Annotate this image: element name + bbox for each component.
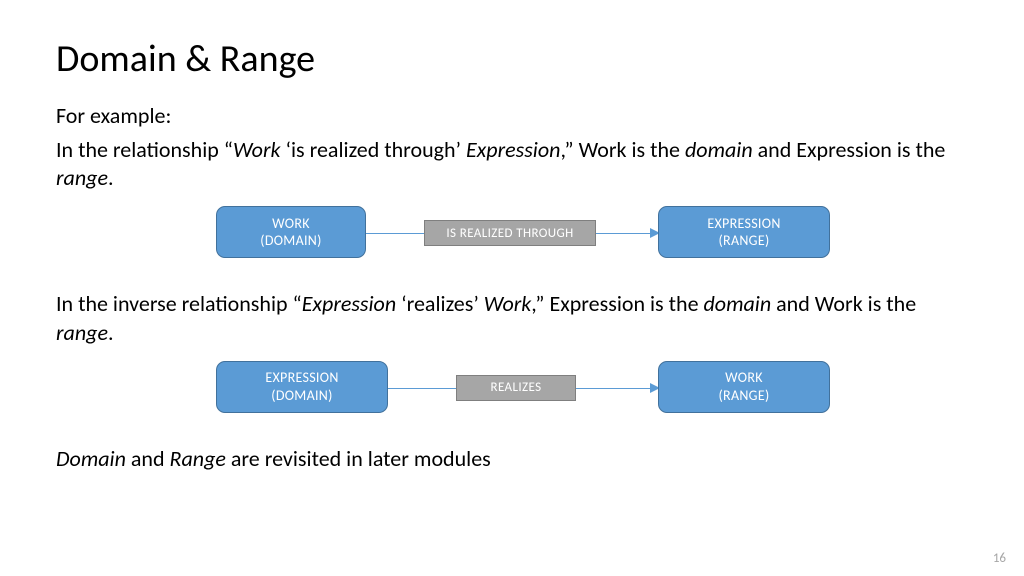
text-run: and Work is the	[771, 290, 916, 317]
paragraph-1: In the relationship “Work ‘is realized t…	[56, 136, 968, 192]
text-run: Expression	[466, 136, 560, 163]
range-node: WORK(RANGE)	[658, 361, 830, 413]
range-node: EXPRESSION(RANGE)	[658, 206, 830, 258]
arrow-line	[576, 388, 650, 389]
text-run: and	[126, 445, 170, 472]
text-run: range	[56, 164, 108, 191]
node-line1: EXPRESSION	[707, 215, 780, 233]
edge-label: REALIZES	[456, 375, 576, 401]
text-run: ‘is realized through’	[281, 136, 467, 163]
node-line1: WORK	[272, 215, 310, 233]
paragraph-2: In the inverse relationship “Expression …	[56, 290, 968, 346]
domain-node: EXPRESSION(DOMAIN)	[216, 361, 388, 413]
domain-node: WORK(DOMAIN)	[216, 206, 366, 258]
diagram-1: WORK(DOMAIN) EXPRESSION(RANGE) IS REALIZED…	[56, 206, 968, 272]
text-run: and Expression is the	[753, 136, 946, 163]
text-run: Expression	[302, 290, 396, 317]
text-run: range	[56, 319, 108, 346]
text-run: .	[108, 319, 114, 346]
slide: Domain & Range For example: In the relat…	[0, 0, 1024, 576]
node-line1: EXPRESSION	[265, 369, 338, 387]
node-line2: (DOMAIN)	[260, 232, 321, 250]
paragraph-3: Domain and Range are revisited in later …	[56, 445, 968, 473]
text-run: are revisited in later modules	[226, 445, 491, 472]
text-run: In the inverse relationship “	[56, 290, 302, 317]
text-run: domain	[703, 290, 771, 317]
arrow-line	[596, 233, 650, 234]
text-run: In the relationship “	[56, 136, 233, 163]
text-run: domain	[685, 136, 753, 163]
text-run: Range	[170, 445, 226, 472]
edge-label: IS REALIZED THROUGH	[424, 220, 596, 246]
node-line2: (RANGE)	[719, 387, 770, 405]
text-run: ‘realizes’	[396, 290, 484, 317]
arrow-line	[366, 233, 424, 234]
text-run: Work	[484, 290, 532, 317]
diagram-2: EXPRESSION(DOMAIN) WORK(RANGE) REALIZES	[56, 361, 968, 427]
intro-text: For example:	[56, 102, 968, 130]
page-number: 16	[993, 551, 1006, 566]
node-line2: (RANGE)	[719, 232, 770, 250]
text-run: .	[108, 164, 114, 191]
text-run: ,” Work is the	[560, 136, 685, 163]
text-run: ,” Expression is the	[531, 290, 703, 317]
node-line2: (DOMAIN)	[271, 387, 332, 405]
node-line1: WORK	[725, 369, 763, 387]
text-run: Domain	[56, 445, 126, 472]
slide-title: Domain & Range	[56, 36, 968, 82]
text-run: Work	[233, 136, 281, 163]
arrow-line	[388, 388, 456, 389]
